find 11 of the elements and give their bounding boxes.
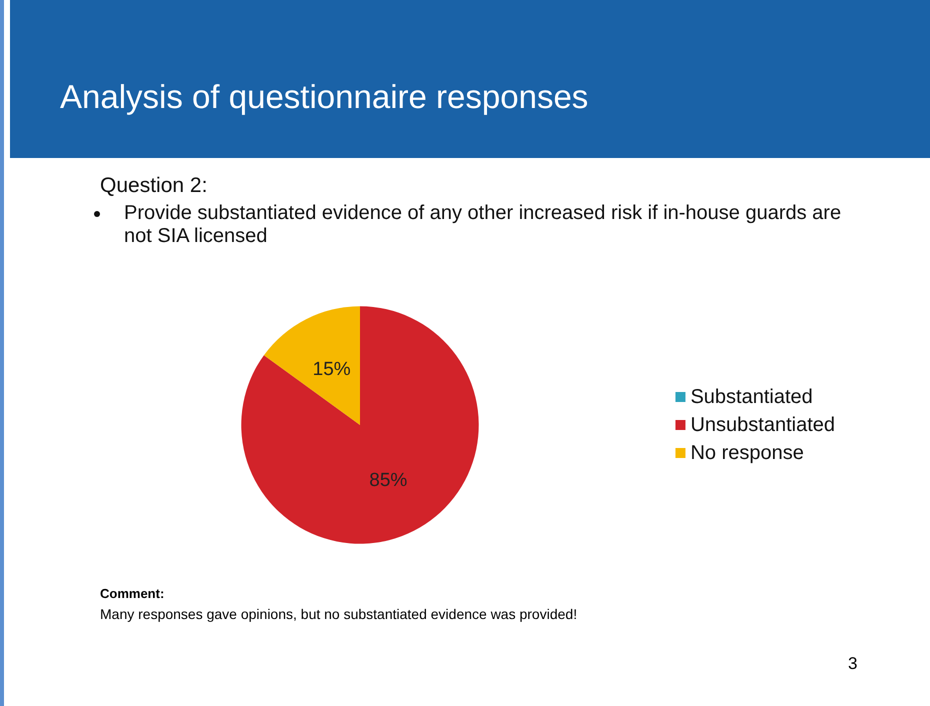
legend-label: No response <box>690 442 804 464</box>
text: 3 <box>848 654 858 674</box>
chart-title: Analysis of questionnaire responses <box>60 78 588 116</box>
legend-label: Substantiated <box>690 386 813 408</box>
data-label: 85% <box>369 470 408 492</box>
text: Many responses gave opinions, but no substantiated evidence was provided! <box>100 606 578 622</box>
text: Comment: <box>100 586 164 601</box>
legend-label: Unsubstantiated <box>690 414 836 436</box>
text: Provide substantiated evidence of any other increased risk if in-house guards are not SIA licensed <box>124 202 842 248</box>
data-label: 15% <box>312 358 351 380</box>
chart-subtitle: Question 2: <box>100 174 208 198</box>
